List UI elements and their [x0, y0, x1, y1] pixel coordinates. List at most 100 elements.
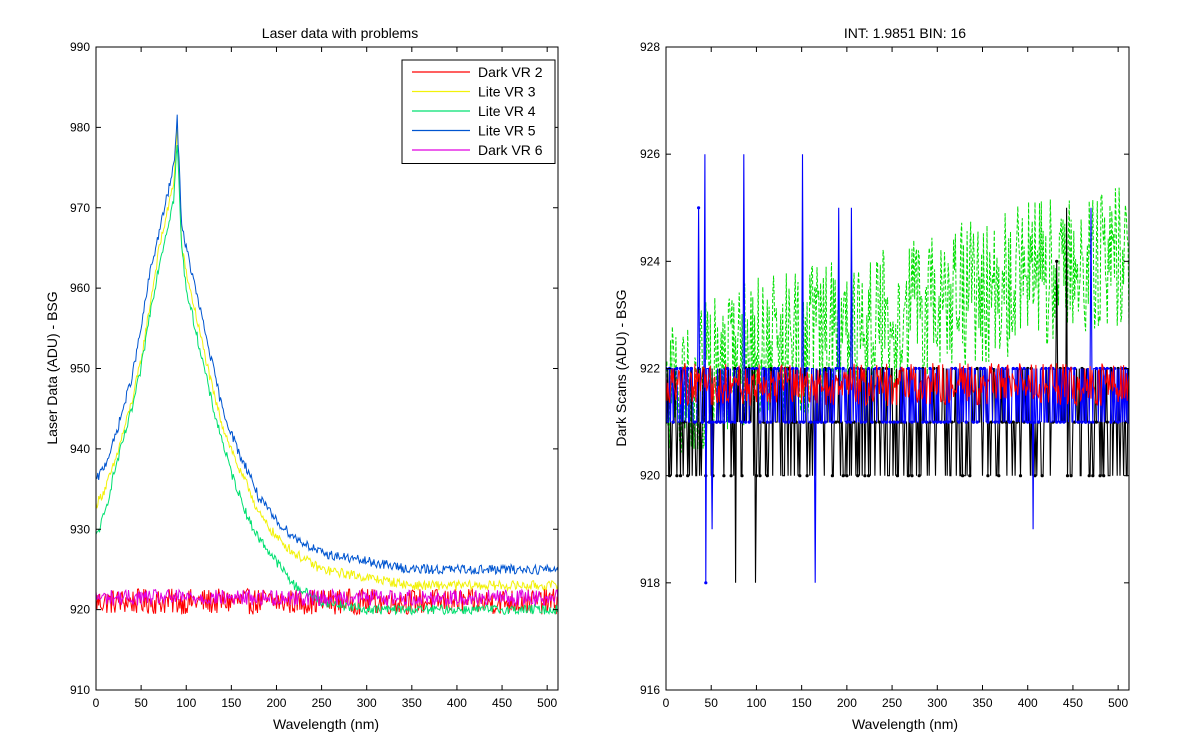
- data-point: [827, 366, 831, 371]
- data-point: [1091, 420, 1095, 424]
- data-point: [903, 420, 907, 424]
- data-point: [895, 474, 900, 478]
- y-tick-label: 960: [70, 281, 90, 295]
- data-point: [932, 420, 936, 424]
- data-point: [733, 420, 737, 424]
- data-point: [1037, 420, 1041, 424]
- data-point: [823, 420, 827, 424]
- data-point: [744, 420, 748, 424]
- left-title: Laser data with problems: [262, 25, 418, 41]
- data-point: [917, 366, 921, 371]
- y-tick-label: 926: [640, 147, 660, 161]
- left-legend: Dark VR 2 Lite VR 3 Lite VR 4 Lite VR 5 Dark…: [401, 59, 556, 164]
- y-tick-label: 924: [640, 254, 660, 268]
- y-tick-label: 920: [70, 603, 90, 617]
- lite-vr-3-line: [96, 125, 558, 593]
- data-point: [700, 420, 704, 424]
- data-point: [856, 474, 860, 478]
- data-point: [1087, 474, 1091, 478]
- data-point: [830, 474, 835, 478]
- x-tick-label: 150: [221, 696, 241, 710]
- data-point: [935, 420, 939, 424]
- x-tick-label: 200: [266, 696, 286, 710]
- data-point: [859, 420, 863, 424]
- data-point: [1116, 420, 1120, 424]
- y-tick-label: 970: [70, 201, 90, 215]
- data-point: [1080, 420, 1084, 424]
- data-point: [783, 420, 788, 424]
- data-point: [1033, 474, 1037, 478]
- x-tick-label: 100: [176, 696, 196, 710]
- data-point: [776, 366, 780, 371]
- y-tick-label: 916: [640, 683, 660, 697]
- data-point: [997, 420, 1001, 424]
- data-point: [798, 420, 802, 424]
- data-point: [794, 366, 798, 371]
- data-point: [841, 474, 845, 478]
- x-tick-label: 400: [447, 696, 467, 710]
- data-point: [914, 366, 918, 371]
- data-point: [722, 474, 726, 478]
- data-point: [1091, 474, 1095, 478]
- data-point: [928, 366, 932, 371]
- x-tick-label: 450: [492, 696, 512, 710]
- data-point: [1087, 420, 1091, 424]
- data-point: [762, 366, 766, 371]
- data-point: [964, 420, 968, 424]
- right-axes: INT: 1.9851 BIN: 16 Wavelength (nm) Dark…: [613, 25, 1130, 732]
- data-point: [809, 420, 813, 424]
- x-tick-label: 450: [1063, 696, 1083, 710]
- series-3-line: [666, 363, 1129, 407]
- data-point: [675, 474, 679, 478]
- data-point: [754, 474, 759, 478]
- data-point: [722, 420, 726, 424]
- legend-label: Lite VR 3: [478, 84, 536, 100]
- data-point: [924, 420, 929, 424]
- y-tick-label: 990: [70, 40, 90, 54]
- x-tick-label: 350: [402, 696, 422, 710]
- x-tick-label: 150: [792, 696, 812, 710]
- y-tick-label: 980: [70, 120, 90, 134]
- data-point: [675, 366, 679, 371]
- x-tick-label: 500: [537, 696, 557, 710]
- data-point: [697, 206, 701, 210]
- data-point: [986, 474, 990, 478]
- data-point: [1065, 366, 1070, 371]
- data-point: [765, 420, 769, 424]
- legend-label: Dark VR 6: [478, 142, 543, 158]
- data-point: [921, 420, 925, 424]
- x-tick-label: 500: [1108, 696, 1128, 710]
- data-point: [686, 366, 690, 371]
- data-point: [671, 420, 675, 424]
- data-point: [830, 420, 835, 424]
- data-point: [975, 420, 979, 424]
- data-point: [1065, 474, 1070, 478]
- data-point: [1055, 259, 1059, 263]
- x-tick-label: 400: [1018, 696, 1038, 710]
- data-point: [805, 474, 809, 478]
- data-point: [975, 366, 979, 371]
- data-point: [711, 420, 715, 424]
- data-point: [939, 420, 943, 424]
- data-point: [993, 420, 997, 424]
- data-point: [885, 420, 889, 424]
- x-tick-label: 200: [837, 696, 857, 710]
- x-tick-label: 350: [972, 696, 992, 710]
- legend-label: Lite VR 4: [478, 103, 536, 119]
- right-ylabel: Dark Scans (ADU) - BSG: [613, 289, 629, 446]
- left-xlabel: Wavelength (nm): [273, 716, 379, 732]
- data-point: [1029, 420, 1033, 424]
- data-point: [1109, 420, 1113, 424]
- x-tick-label: 0: [93, 696, 100, 710]
- data-point: [997, 474, 1001, 478]
- data-point: [1098, 474, 1102, 478]
- legend-box: [401, 59, 556, 164]
- data-point: [845, 474, 849, 478]
- data-point: [892, 420, 896, 424]
- data-point: [1011, 366, 1015, 371]
- data-point: [1026, 420, 1030, 424]
- data-point: [1033, 420, 1037, 424]
- data-point: [819, 420, 824, 424]
- data-point: [769, 420, 773, 424]
